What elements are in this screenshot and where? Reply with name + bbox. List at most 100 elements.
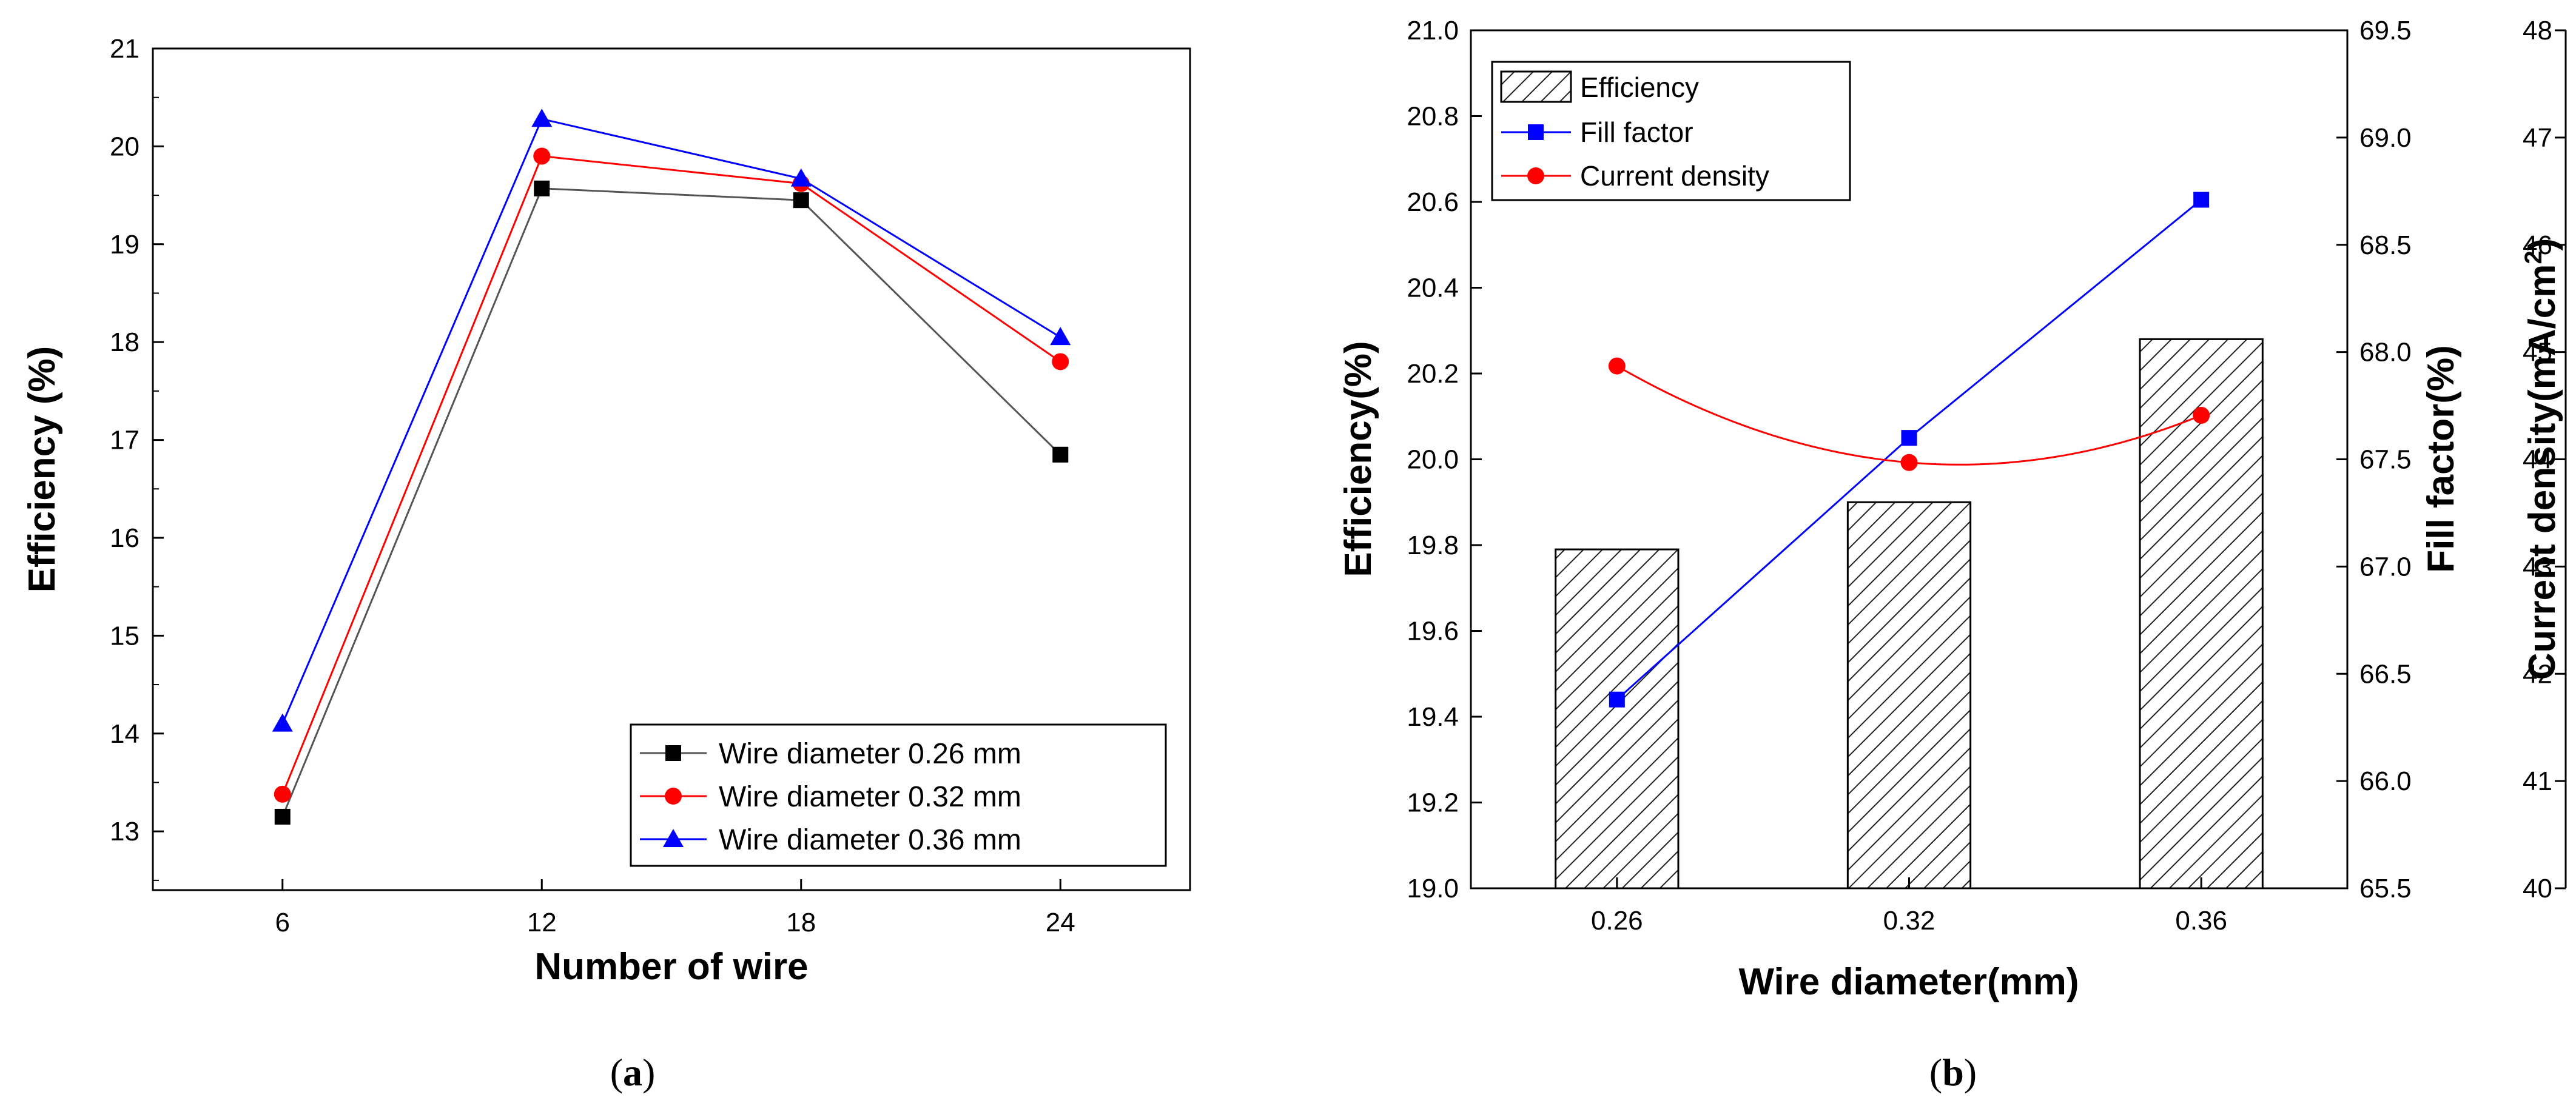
chart-a-x-tick-label: 6 (275, 908, 290, 937)
chart-b-fill-factor-axis-ticks: 65.5 66.0 66.5 67.0 67.5 68.0 68.5 69.0 69.5 (2336, 16, 2412, 903)
chart-b-left-axis-tick-label: 19.2 (1407, 788, 1459, 818)
chart-a-legend-box (630, 723, 1167, 867)
chart-a-y-tick-label: 19 (110, 230, 140, 260)
chart-b-current-density-axis-tick-label: 47 (2523, 123, 2552, 153)
chart-b-fill-factor-axis-tick-label: 66.0 (2359, 766, 2412, 796)
chart-b-fill-factor-axis-tick-label: 68.0 (2359, 338, 2412, 367)
chart-a-y-ticks: 13 14 15 16 17 18 19 20 21 (110, 34, 164, 881)
chart-b-left-axis-tick-label: 19.8 (1407, 531, 1459, 560)
chart-a-plot-frame (152, 47, 1191, 891)
chart-a-data-point (533, 147, 551, 165)
chart-a-x-tick-label: 12 (527, 908, 557, 937)
chart-b-left-axis-label: Efficiency(%) (1337, 341, 1379, 577)
chart-a-y-tick-label: 14 (110, 719, 140, 749)
chart-a-y-tick-label: 21 (110, 34, 140, 64)
chart-a-data-point (1050, 327, 1071, 346)
chart-a-data-point (793, 192, 809, 209)
chart-a-x-tick-label: 18 (786, 908, 816, 937)
chart-b-legend: Efficiency Fill factor Current density (1491, 61, 1851, 201)
chart-a-legend-entries: Wire diameter 0.26 mm Wire diameter 0.32 … (640, 738, 1021, 856)
chart-b-efficiency-bar (1555, 548, 1680, 890)
chart-b-legend-swatch-efficiency (1500, 70, 1572, 103)
panel-label-a: (a) (610, 1051, 656, 1094)
chart-b-legend-marker (1528, 124, 1544, 140)
chart-b-current-density-axis-tick-label: 46 (2523, 230, 2552, 260)
chart-a-data-point (1052, 353, 1069, 370)
chart-a-legend-label: Wire diameter 0.36 mm (719, 824, 1021, 856)
panel-label-b: (b) (1929, 1051, 1977, 1094)
chart-a-x-tick-label: 24 (1046, 908, 1075, 937)
chart-b-fill-factor-point (1901, 430, 1917, 446)
chart-b-fill-factor-axis-tick-label: 69.0 (2359, 123, 2412, 153)
chart-b-current-density-axis-tick-label: 43 (2523, 552, 2552, 581)
chart-b-x-tick-label: 0.32 (1883, 906, 1935, 936)
chart-a-data-point (790, 168, 812, 187)
chart-b-legend-entries: Efficiency Fill factor Current density (1500, 70, 1769, 192)
chart-b-left-axis-tick-label: 19.4 (1407, 702, 1459, 732)
chart-a-data-point (274, 808, 291, 825)
chart-a-series-line (281, 187, 1061, 817)
chart-b-current-density-axis-label: Current density(mA/cm2) (2520, 238, 2563, 680)
chart-b-fill-factor-point (2193, 192, 2210, 208)
chart-b: 19.0 19.2 19.4 19.6 19.8 20.0 20.2 20.4 20.6 20.8… (1337, 16, 2567, 1094)
chart-a-x-axis-label: Number of wire (534, 946, 808, 988)
chart-b-left-axis-tick-label: 20.2 (1407, 359, 1459, 389)
chart-b-left-axis-tick-label: 20.8 (1407, 102, 1459, 132)
panel-label-b-letter: b (1942, 1051, 1964, 1094)
chart-b-x-axis-label: Wire diameter(mm) (1738, 961, 2079, 1003)
chart-b-x-tick-label: 0.36 (2175, 906, 2227, 936)
chart-a-y-tick-label: 18 (110, 327, 140, 357)
chart-b-current-density-point (1608, 357, 1626, 375)
chart-b-fill-factor-axis-tick-label: 69.5 (2359, 16, 2412, 45)
chart-b-fill-factor-point (1609, 691, 1625, 708)
chart-a-y-tick-label: 20 (110, 132, 140, 161)
chart-a-legend-marker (665, 745, 681, 761)
chart-b-current-density-axis-tick-label: 44 (2523, 445, 2552, 475)
chart-a-data-point (531, 109, 553, 127)
chart-b-fill-factor-axis-tick-label: 67.5 (2359, 445, 2412, 475)
chart-b-efficiency-bar (1846, 501, 1972, 890)
chart-b-left-axis-tick-label: 20.4 (1407, 273, 1459, 303)
chart-b-x-ticks: 0.26 0.32 0.36 (1591, 877, 2227, 936)
chart-a-data-point (274, 785, 291, 803)
chart-a-legend-marker (663, 829, 684, 847)
chart-b-current-density-point (1900, 454, 1918, 471)
chart-b-current-density-point (2193, 406, 2210, 424)
chart-a-legend-label: Wire diameter 0.26 mm (719, 738, 1021, 770)
chart-a-x-ticks: 6 12 18 24 (275, 879, 1075, 937)
chart-b-left-axis-tick-label: 20.0 (1407, 445, 1459, 475)
chart-a-y-tick-label: 13 (110, 817, 140, 846)
chart-a-data-point (272, 713, 293, 732)
chart-b-legend-label: Efficiency (1580, 72, 1699, 103)
panel-label-a-letter: a (623, 1051, 642, 1094)
chart-b-fill-factor-axis-tick-label: 65.5 (2359, 874, 2412, 903)
chart-b-left-axis-tick-label: 19.6 (1407, 617, 1459, 646)
chart-b-fill-factor-axis-label: Fill factor(%) (2420, 345, 2462, 572)
chart-a-y-tick-label: 16 (110, 523, 140, 553)
chart-a-legend: Wire diameter 0.26 mm Wire diameter 0.32 … (630, 723, 1167, 867)
chart-a-series-line (281, 155, 1061, 795)
chart-b-fill-factor-axis-tick-label: 66.5 (2359, 659, 2412, 689)
chart-b-x-tick-label: 0.26 (1591, 906, 1643, 936)
chart-b-left-axis-ticks: 19.0 19.2 19.4 19.6 19.8 20.0 20.2 20.4 20.6 20.8… (1407, 16, 1482, 903)
chart-a-y-tick-label: 17 (110, 426, 140, 455)
chart-b-current-density-axis-ticks: 40 41 42 43 44 45 46 47 48 (2523, 16, 2566, 903)
chart-b-legend-marker (1527, 167, 1544, 184)
chart-b-current-density-axis-tick-label: 45 (2523, 338, 2552, 367)
chart-a-data-point (534, 180, 550, 196)
chart-b-current-density-axis-tick-label: 42 (2523, 659, 2552, 689)
chart-b-left-axis-tick-label: 21.0 (1407, 16, 1459, 45)
chart-b-legend-label: Current density (1580, 160, 1769, 192)
chart-a-series (272, 109, 1071, 825)
chart-a-series-line (281, 118, 1061, 725)
chart-a-y-axis-label: Efficiency (%) (21, 346, 63, 593)
chart-a-legend-marker (665, 788, 682, 805)
chart-b-legend-label: Fill factor (1580, 116, 1693, 148)
chart-b-efficiency-bars (1555, 338, 2264, 890)
chart-b-fill-factor-axis-tick-label: 67.0 (2359, 552, 2412, 581)
chart-b-current-density-curve (1616, 365, 2202, 466)
chart-b-current-density-axis-tick-label: 40 (2523, 874, 2552, 903)
chart-a-y-tick-label: 15 (110, 621, 140, 651)
chart-b-fill-factor-axis-tick-label: 68.5 (2359, 230, 2412, 260)
